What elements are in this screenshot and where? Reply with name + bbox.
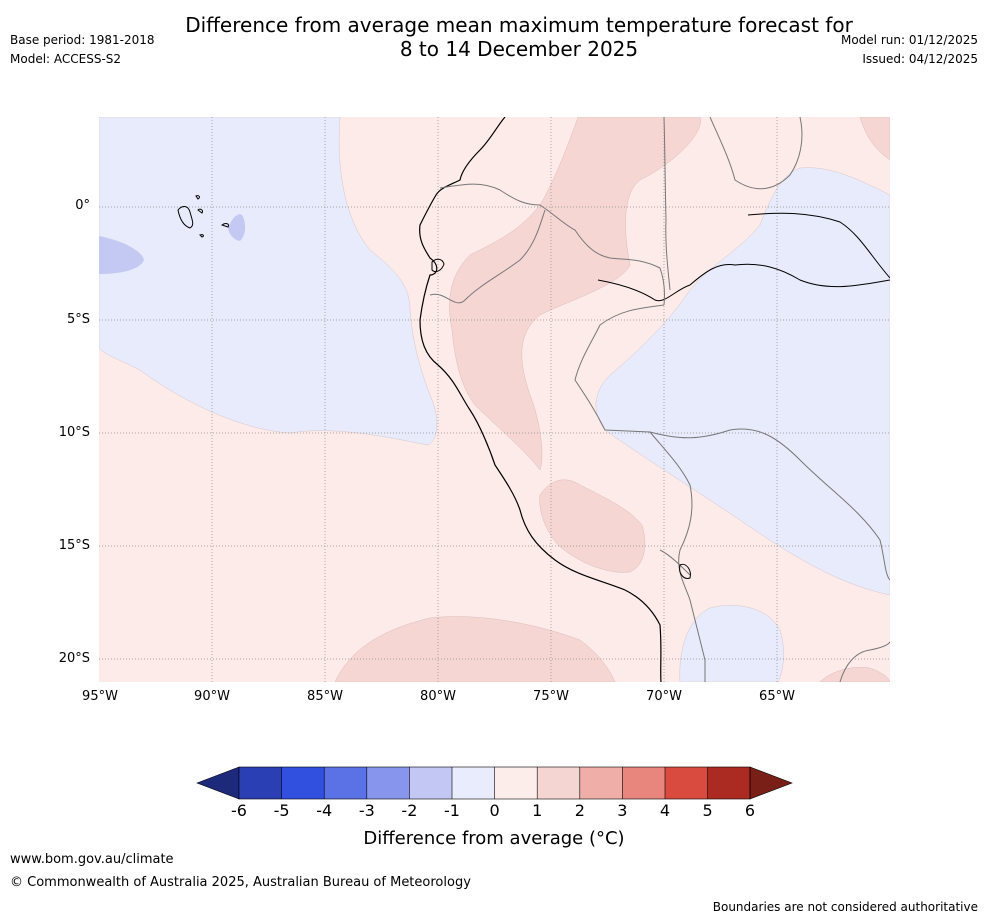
colorbar-cell (665, 767, 708, 799)
lon-label: 70°W (646, 689, 682, 704)
colorbar-cell-max (749, 766, 793, 800)
colorbar-cell (239, 767, 282, 799)
warm-region-south-peru (539, 479, 646, 573)
lat-label: 20°S (58, 651, 90, 666)
colorbar-cell (537, 767, 580, 799)
cool-patch-south (679, 605, 784, 682)
colorbar-tick-label: -3 (358, 801, 375, 820)
lat-label: 0° (75, 198, 90, 213)
lake-titicaca (679, 563, 691, 579)
warm-region-andes-north (449, 117, 701, 471)
model-name: Model: ACCESS-S2 (10, 52, 122, 66)
chart-title: Difference from average mean maximum tem… (0, 13, 988, 61)
colorbar-tick-label: 1 (532, 801, 543, 820)
lon-label: 90°W (194, 689, 230, 704)
gulf-guayaquil-outline (431, 258, 445, 273)
colorbar-tick-label: 2 (574, 801, 585, 820)
colorbar-cell (409, 767, 452, 799)
colorbar-tick-label: 6 (744, 801, 756, 820)
cool-amazon-region (595, 167, 890, 596)
colorbar-cell (622, 767, 665, 799)
colorbar-cell-min (196, 766, 240, 800)
colorbar-cell (281, 767, 325, 799)
lat-label: 10°S (58, 425, 90, 440)
warm-region-northeast (859, 117, 890, 161)
cool-patch-west (99, 236, 144, 274)
title-line-1: Difference from average mean maximum tem… (185, 13, 853, 37)
warm-region-southeast (819, 667, 890, 682)
model-run: Model run: 01/12/2025 (840, 33, 978, 47)
base-period: Base period: 1981-2018 (10, 33, 155, 47)
colorbar-cell (324, 767, 367, 799)
colorbar-tick-label: 4 (659, 801, 671, 820)
colorbar-tick-label: -2 (401, 801, 418, 820)
colorbar-cell (366, 767, 410, 799)
lon-label: 75°W (533, 689, 569, 704)
colorbar-cell (494, 767, 538, 799)
colorbar-tick-label: -4 (316, 801, 333, 820)
colorbar-title: Difference from average (°C) (363, 828, 625, 849)
cool-patch-galapagos (228, 214, 246, 241)
colorbar-cell (452, 767, 495, 799)
title-line-2: 8 to 14 December 2025 (399, 37, 639, 61)
issued-date: Issued: 04/12/2025 (862, 52, 978, 66)
colorbar (196, 766, 793, 800)
galapagos-islands (177, 195, 229, 238)
website-link[interactable]: www.bom.gov.au/climate (10, 852, 174, 867)
colorbar-tick-label: 5 (702, 801, 713, 820)
colorbar-cell (579, 767, 623, 799)
colorbar-cell (707, 767, 751, 799)
colorbar-tick-label: 0 (489, 801, 500, 820)
cool-ocean-region (99, 117, 438, 446)
warm-region-south-ocean (334, 616, 616, 682)
map-area (99, 117, 890, 682)
colorbar-dividers (281, 767, 708, 799)
lon-label: 80°W (420, 689, 456, 704)
lon-label: 65°W (759, 689, 795, 704)
colorbar-tick-label: -6 (231, 801, 247, 820)
boundaries-disclaimer: Boundaries are not considered authoritat… (712, 900, 978, 914)
gridlines (99, 117, 890, 682)
colorbar-tick-label: -1 (444, 801, 460, 820)
colorbar-tick-label: -5 (273, 801, 290, 820)
colorbar-tick-label: 3 (617, 801, 628, 820)
lat-label: 5°S (66, 312, 90, 327)
copyright-text: © Commonwealth of Australia 2025, Austra… (10, 875, 471, 890)
country-boundaries (429, 117, 890, 682)
lat-label: 15°S (58, 538, 90, 553)
lon-label: 85°W (307, 689, 343, 704)
lon-label: 95°W (82, 689, 118, 704)
amazon-river-outline (597, 212, 890, 302)
